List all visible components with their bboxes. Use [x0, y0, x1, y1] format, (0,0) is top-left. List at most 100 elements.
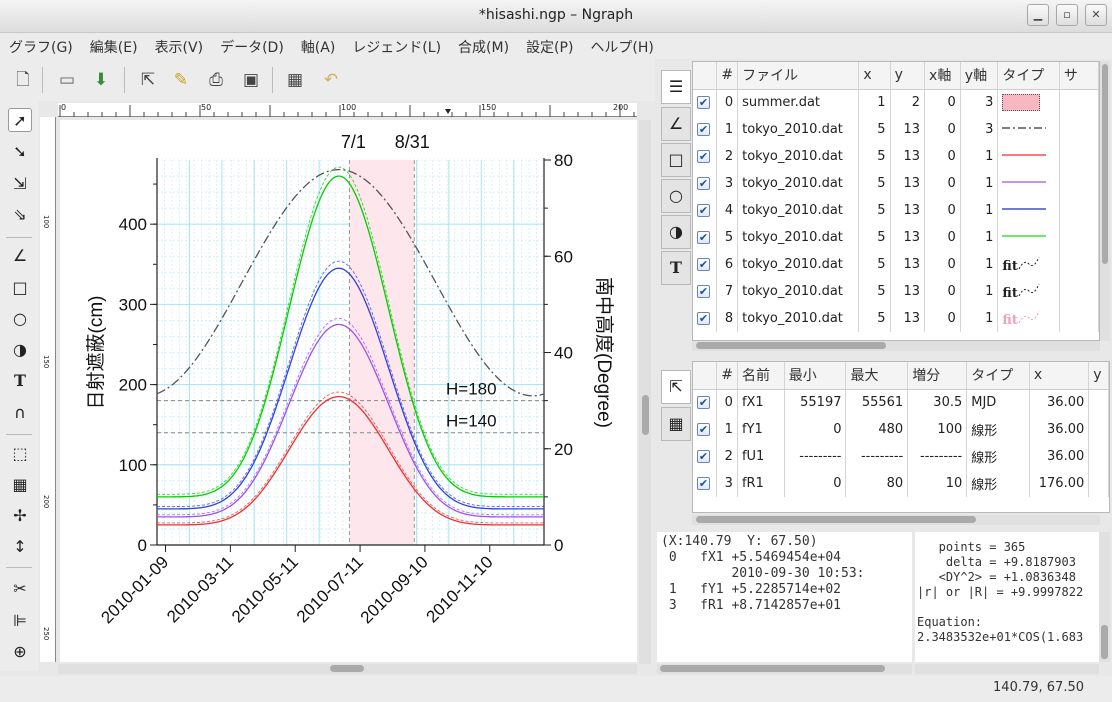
graph-canvas[interactable]: 2010-01-09 2010-03-11 2010-05-11 2010-07-11…: [60, 120, 637, 662]
evaluate-icon[interactable]: ⊫: [13, 611, 27, 630]
tab-axis-icon[interactable]: ⇱: [661, 370, 691, 404]
info-right-vscrollbar[interactable]: [1099, 532, 1110, 662]
file-table-hscrollbar[interactable]: [692, 341, 1100, 351]
row-checkbox[interactable]: ✔: [693, 116, 718, 143]
data-pointer-icon[interactable]: ⇘: [13, 205, 27, 224]
pointer-tool-icon[interactable]: ➚: [8, 108, 32, 132]
row-type-swatch[interactable]: fit: [997, 251, 1060, 278]
menu-merge[interactable]: 合成(M): [458, 40, 510, 56]
gauss-tool-icon[interactable]: ∩: [14, 403, 26, 422]
file-row[interactable]: ✔ 8 tokyo_2010.dat 5 13 0 1 fit: [693, 305, 1099, 332]
col-min[interactable]: 最小: [784, 362, 847, 390]
axis-row[interactable]: ✔ 2 fU1 --------- --------- --------- 線形 36.00: [693, 443, 1109, 470]
info-right-vscroll-thumb[interactable]: [1101, 625, 1108, 659]
file-row[interactable]: ✔ 7 tokyo_2010.dat 5 13 0 1 fit: [693, 278, 1099, 305]
legend-pointer-icon[interactable]: ➘: [13, 142, 27, 161]
row-type-swatch[interactable]: [997, 116, 1060, 143]
row-checkbox[interactable]: ✔: [693, 416, 718, 443]
checkbox-icon[interactable]: ✔: [697, 450, 710, 463]
row-checkbox[interactable]: ✔: [693, 443, 718, 470]
file-row[interactable]: ✔ 4 tokyo_2010.dat 5 13 0 1: [693, 197, 1099, 224]
row-type-swatch[interactable]: [997, 224, 1060, 251]
menu-data[interactable]: データ(D): [220, 40, 284, 56]
col-size[interactable]: サ: [1059, 62, 1099, 90]
print-preview-icon[interactable]: ▣: [242, 70, 260, 90]
col-x[interactable]: x: [858, 62, 891, 90]
trimming-icon[interactable]: ✂: [13, 579, 27, 598]
row-type-swatch[interactable]: [997, 89, 1060, 116]
file-row[interactable]: ✔ 0 summer.dat 1 2 0 3: [693, 89, 1099, 116]
circle-tool-icon[interactable]: ○: [13, 309, 27, 328]
minimize-button[interactable]: ▁: [1027, 4, 1049, 26]
print-icon[interactable]: ⎙: [209, 70, 223, 90]
file-table-vscroll-thumb[interactable]: [1102, 64, 1108, 264]
draw-icon[interactable]: ✎: [173, 70, 189, 90]
row-checkbox[interactable]: ✔: [693, 470, 718, 497]
checkbox-icon[interactable]: ✔: [697, 204, 710, 217]
grid-icon[interactable]: ▦: [12, 475, 28, 494]
row-checkbox[interactable]: ✔: [693, 251, 718, 278]
file-table-hscroll-thumb[interactable]: [696, 342, 886, 349]
col-number[interactable]: #: [716, 362, 738, 390]
checkbox-icon[interactable]: ✔: [697, 177, 710, 190]
row-checkbox[interactable]: ✔: [693, 143, 718, 170]
file-row[interactable]: ✔ 1 tokyo_2010.dat 5 13 0 3: [693, 116, 1099, 143]
menu-edit[interactable]: 編集(E): [89, 40, 138, 56]
scale-icon[interactable]: ⇱: [140, 70, 156, 90]
checkbox-icon[interactable]: ✔: [697, 150, 710, 163]
row-type-swatch[interactable]: [997, 197, 1060, 224]
col-y-axis[interactable]: y軸: [960, 62, 999, 90]
tab-mark-icon[interactable]: ◑: [661, 215, 691, 249]
menu-help[interactable]: ヘルプ(H): [590, 40, 654, 56]
mark-tool-icon[interactable]: ◑: [13, 340, 27, 359]
undo-icon[interactable]: ↶: [323, 70, 339, 90]
menu-view[interactable]: 表示(V): [154, 40, 204, 56]
checkbox-icon[interactable]: ✔: [697, 285, 710, 298]
tab-circle-icon[interactable]: ○: [661, 179, 691, 213]
menu-settings[interactable]: 設定(P): [526, 40, 574, 56]
file-row[interactable]: ✔ 2 tokyo_2010.dat 5 13 0 1: [693, 143, 1099, 170]
col-name[interactable]: 名前: [737, 362, 785, 390]
frame-axis-icon[interactable]: ⬚: [12, 444, 28, 463]
col-x-axis[interactable]: x軸: [924, 62, 961, 90]
row-type-swatch[interactable]: fit: [997, 305, 1060, 332]
col-x[interactable]: x: [1029, 362, 1090, 390]
row-checkbox[interactable]: ✔: [693, 89, 718, 116]
rectangle-tool-icon[interactable]: □: [12, 278, 28, 297]
axis-row[interactable]: ✔ 1 fY1 0 480 100 線形 36.00: [693, 416, 1109, 443]
row-checkbox[interactable]: ✔: [693, 170, 718, 197]
row-type-swatch[interactable]: [997, 143, 1060, 170]
text-tool-icon[interactable]: T: [14, 371, 26, 390]
cross-axis-icon[interactable]: ✢: [13, 506, 27, 525]
col-axis-type[interactable]: タイプ: [966, 362, 1030, 390]
file-row[interactable]: ✔ 3 tokyo_2010.dat 5 13 0 1: [693, 170, 1099, 197]
tab-data-file-icon[interactable]: ☰: [661, 70, 691, 104]
col-number[interactable]: #: [716, 62, 739, 90]
canvas-vscrollbar[interactable]: [639, 120, 651, 664]
row-checkbox[interactable]: ✔: [693, 389, 718, 416]
maximize-button[interactable]: ▫: [1056, 4, 1078, 26]
checkbox-icon[interactable]: ✔: [697, 312, 710, 325]
single-axis-icon[interactable]: ↕: [13, 537, 27, 556]
file-row[interactable]: ✔ 6 tokyo_2010.dat 5 13 0 1 fit: [693, 251, 1099, 278]
tab-text-icon[interactable]: T: [661, 251, 691, 285]
checkbox-icon[interactable]: ✔: [697, 231, 710, 244]
axis-row[interactable]: ✔ 0 fX1 55197 55561 30.5 MJD 36.00: [693, 389, 1109, 416]
close-button[interactable]: ✕: [1085, 4, 1107, 26]
menu-legend[interactable]: レジェンド(L): [352, 40, 442, 56]
menu-graph[interactable]: グラフ(G): [9, 40, 73, 56]
tab-line-icon[interactable]: ∠: [661, 107, 691, 141]
checkbox-icon[interactable]: ✔: [697, 258, 710, 271]
new-file-icon[interactable]: 🗋: [16, 70, 30, 90]
canvas-hscroll-thumb[interactable]: [330, 665, 364, 672]
col-increment[interactable]: 増分: [907, 362, 968, 390]
row-checkbox[interactable]: ✔: [693, 305, 718, 332]
checkbox-icon[interactable]: ✔: [697, 477, 710, 490]
file-row[interactable]: ✔ 5 tokyo_2010.dat 5 13 0 1: [693, 224, 1099, 251]
tab-rectangle-icon[interactable]: □: [661, 143, 691, 177]
row-type-swatch[interactable]: fit: [997, 278, 1060, 305]
open-folder-icon[interactable]: ▭: [58, 70, 76, 90]
axis-row[interactable]: ✔ 3 fR1 0 80 10 線形 176.00: [693, 470, 1109, 497]
checkbox-icon[interactable]: ✔: [697, 96, 710, 110]
axis-table-hscroll-thumb[interactable]: [696, 516, 976, 523]
